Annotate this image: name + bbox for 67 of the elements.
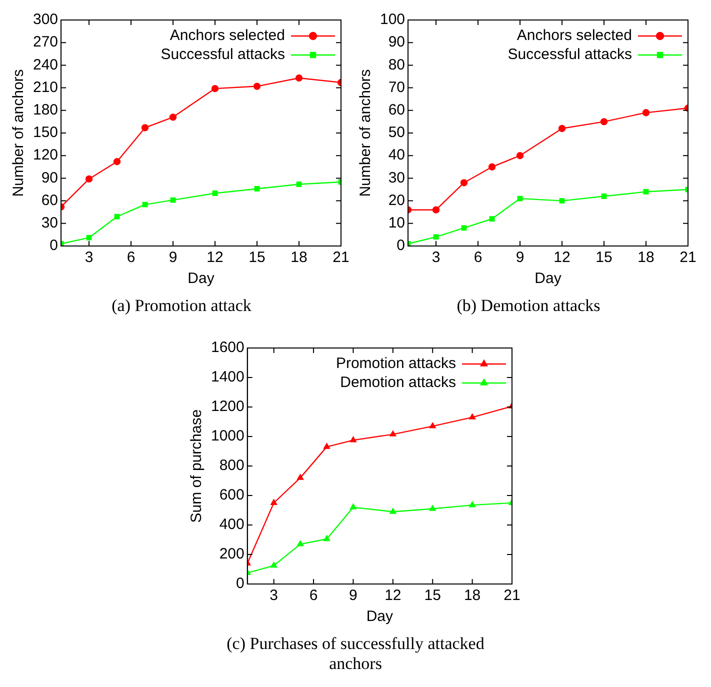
y-tick-label: 800 [218,457,244,474]
x-tick-label: 6 [474,249,482,266]
y-tick-label: 1600 [210,339,244,356]
x-tick-label: 15 [248,249,266,266]
y-tick-label: 180 [32,102,58,119]
y-tick-label: 60 [41,192,58,209]
y-tick-label: 0 [50,237,58,254]
text: (a) Promotion attack [110,296,252,316]
y-tick-label: 100 [380,11,406,28]
legend-label: Demotion attacks [340,374,456,392]
x-tick-label: 21 [503,587,520,604]
y-tick-label: 240 [32,56,58,74]
y-tick-label: 10 [388,214,406,232]
x-tick-label: 12 [206,249,224,266]
x-axis-title: Day [366,608,394,626]
y-tick-label: 270 [32,34,58,51]
x-axis-title: Day [188,270,215,288]
y-tick-label: 300 [32,11,58,28]
y-axis-title: Number of anchors [357,69,374,197]
x-tick-label: 6 [126,249,136,266]
text: (b) Demotion attacks [456,296,602,316]
y-tick-label: 1400 [210,368,244,386]
x-tick-label: 18 [638,249,654,266]
y-tick-label: 20 [388,192,406,209]
y-tick-label: 90 [388,34,406,51]
y-tick-label: 400 [218,516,244,534]
y-axis-title: Sum of purchase [188,409,205,523]
y-tick-label: 600 [218,486,244,504]
y-tick-label: 90 [41,169,58,186]
y-tick-label: 200 [218,546,244,563]
legend-label: Anchors selected [516,27,632,44]
legend-label: Successful attacks [508,46,632,64]
x-tick-label: 18 [290,249,308,266]
y-tick-label: 210 [32,78,58,96]
x-tick-label: 3 [84,249,94,266]
x-tick-label: 3 [432,249,440,266]
x-tick-label: 12 [554,249,570,266]
x-tick-label: 9 [348,587,357,604]
legend-label: Anchors selected [170,27,285,44]
y-tick-label: 150 [32,124,58,142]
y-tick-label: 1000 [210,428,244,445]
x-tick-label: 12 [384,587,401,604]
x-tick-label: 9 [516,249,524,266]
x-tick-label: 18 [463,587,480,604]
y-tick-label: 80 [388,56,406,74]
legend-label: Promotion attacks [335,355,456,372]
x-tick-label: 9 [168,249,178,266]
legend-label: Successful attacks [160,46,285,64]
y-tick-label: 30 [41,214,58,232]
y-tick-label: 120 [32,146,58,164]
x-tick-label: 21 [332,249,350,266]
y-tick-label: 60 [388,102,406,119]
y-tick-label: 0 [236,575,244,592]
x-tick-label: 15 [596,249,612,266]
y-tick-label: 50 [388,124,406,142]
x-axis-title: Day [534,270,562,288]
x-tick-label: 6 [308,587,318,604]
y-tick-label: 0 [396,237,406,254]
y-tick-label: 70 [388,78,406,96]
x-tick-label: 3 [269,587,278,604]
x-tick-label: 15 [424,587,440,604]
y-tick-label: 1200 [210,398,244,416]
y-tick-label: 30 [388,169,406,186]
y-tick-label: 40 [388,146,406,164]
y-axis-title: Number of anchors [10,69,28,197]
x-tick-label: 21 [680,249,696,266]
text: (c) Purchases of successfully attacked anchors [226,634,486,674]
